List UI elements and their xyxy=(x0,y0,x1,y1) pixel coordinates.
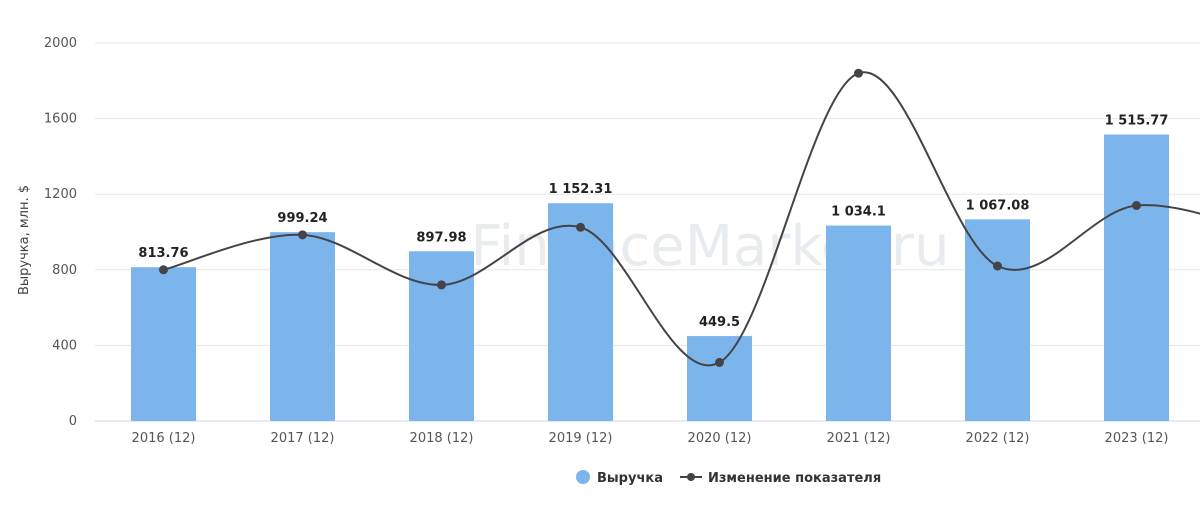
y-tick-label: 1600 xyxy=(44,112,77,127)
x-tick-label: 2020 (12) xyxy=(688,431,752,446)
change-point xyxy=(159,265,168,275)
x-tick-label: 2022 (12) xyxy=(966,431,1030,446)
x-tick-label: 2023 (12) xyxy=(1105,431,1169,446)
change-point xyxy=(715,357,724,367)
bar-data-label: 1 515.77 xyxy=(1105,114,1169,129)
bar xyxy=(270,232,335,421)
change-point xyxy=(993,261,1002,271)
change-line xyxy=(163,71,1200,367)
change-point xyxy=(298,230,307,240)
bar xyxy=(131,267,196,421)
x-tick-label: 2017 (12) xyxy=(271,431,335,446)
x-tick-label: 2018 (12) xyxy=(410,431,474,446)
bar xyxy=(548,203,613,421)
bar xyxy=(965,219,1030,421)
data-labels: 813.76 999.24 897.98 1 152.31 449.5 1 034.1 1 … xyxy=(138,114,1168,331)
bar-series xyxy=(131,134,1169,421)
x-tick-label: 2019 (12) xyxy=(549,431,613,446)
y-axis-ticks: 0 400 800 1200 1600 2000 xyxy=(44,36,77,429)
legend-label-revenue: Выручка xyxy=(597,471,663,486)
y-tick-label: 800 xyxy=(52,263,77,278)
change-point xyxy=(437,280,446,290)
y-tick-label: 400 xyxy=(52,338,77,353)
legend-item-revenue[interactable]: Выручка xyxy=(576,470,663,486)
bar xyxy=(409,251,474,421)
bar-data-label: 999.24 xyxy=(277,211,327,226)
x-axis-ticks: 2016 (12) 2017 (12) 2018 (12) 2019 (12) 2020… xyxy=(132,431,1169,446)
change-point xyxy=(576,222,585,232)
y-axis-title: Выручка, млн. $ xyxy=(17,185,32,295)
legend-marker-bar xyxy=(576,470,590,484)
legend-marker-dot xyxy=(687,473,695,481)
legend-label-change: Изменение показателя xyxy=(708,471,881,486)
legend: Выручка Изменение показателя xyxy=(576,470,881,486)
bar-data-label: 449.5 xyxy=(699,315,740,330)
bar-data-label: 1 034.1 xyxy=(831,205,886,220)
x-tick-label: 2016 (12) xyxy=(132,431,196,446)
bar xyxy=(1104,134,1169,421)
line-series xyxy=(159,68,1200,367)
bar-data-label: 1 152.31 xyxy=(549,182,613,197)
bar-data-label: 897.98 xyxy=(416,230,466,245)
bar xyxy=(826,225,891,421)
y-tick-label: 0 xyxy=(69,414,77,429)
legend-item-change[interactable]: Изменение показателя xyxy=(680,471,881,486)
change-point xyxy=(1132,201,1141,211)
bar-data-label: 813.76 xyxy=(138,246,188,261)
change-point xyxy=(854,68,863,78)
y-tick-label: 1200 xyxy=(44,187,77,202)
bar xyxy=(687,336,752,421)
y-tick-label: 2000 xyxy=(44,36,77,51)
x-tick-label: 2021 (12) xyxy=(827,431,891,446)
bar-data-label: 1 067.08 xyxy=(966,198,1030,213)
